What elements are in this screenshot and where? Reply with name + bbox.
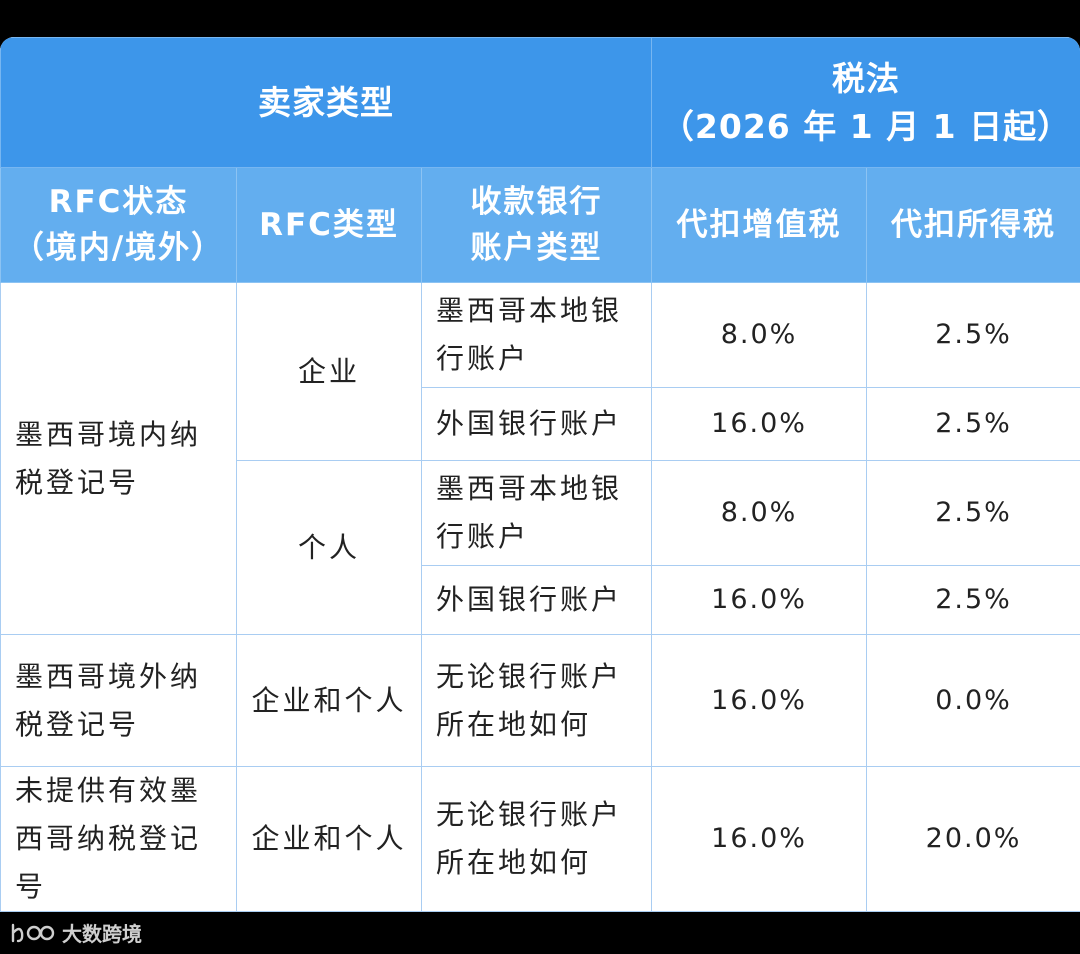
col-rfc-status: RFC状态 （境内/境外）	[0, 167, 237, 283]
tax-law-date: （2026 年 1 月 1 日起）	[660, 106, 1072, 146]
tax-law-title: 税法	[832, 58, 901, 98]
col-bank-account-type: 收款银行 账户类型	[420, 167, 653, 283]
watermark: 大数跨境	[10, 918, 142, 947]
bank-type-cell: 墨西哥本地银行账户	[420, 460, 653, 566]
rfc-status-cell: 未提供有效墨西哥纳税登记号	[0, 766, 237, 912]
col-income-tax: 代扣所得税	[866, 167, 1080, 283]
tax-table: 卖家类型 税法 （2026 年 1 月 1 日起） RFC状态 （境内/境外） …	[0, 37, 1080, 912]
table-row: 墨西哥境外纳税登记号 企业和个人 无论银行账户所在地如何 16.0% 0.0%	[0, 634, 1080, 767]
col-bank-account-type-label: 收款银行 账户类型	[470, 184, 603, 266]
vat-cell: 8.0%	[651, 282, 868, 388]
table-row: 墨西哥境内纳税登记号 企业 墨西哥本地银行账户 8.0% 2.5%	[0, 282, 1080, 635]
header-row-columns: RFC状态 （境内/境外） RFC类型 收款银行 账户类型 代扣增值税 代扣所得…	[0, 167, 1080, 283]
vat-cell: 8.0%	[651, 460, 868, 566]
table-row: 未提供有效墨西哥纳税登记号 企业和个人 无论银行账户所在地如何 16.0% 20…	[0, 766, 1080, 912]
watermark-text: 大数跨境	[62, 922, 142, 946]
col-rfc-status-label: RFC状态 （境内/境外）	[12, 184, 225, 266]
rfc-type-cell: 个人	[236, 460, 422, 635]
vat-cell: 16.0%	[651, 387, 868, 461]
tax-table-card: 卖家类型 税法 （2026 年 1 月 1 日起） RFC状态 （境内/境外） …	[0, 37, 1080, 912]
income-tax-cell: 20.0%	[866, 766, 1080, 912]
bank-type-cell: 外国银行账户	[420, 387, 653, 461]
rfc-status-cell: 墨西哥境内纳税登记号	[0, 282, 237, 635]
bank-type-cell: 无论银行账户所在地如何	[420, 634, 653, 767]
seller-type-header: 卖家类型	[0, 37, 653, 168]
income-tax-cell: 2.5%	[866, 387, 1080, 461]
100-logo-icon	[11, 923, 55, 942]
income-tax-cell: 2.5%	[866, 565, 1080, 635]
col-rfc-type: RFC类型	[236, 167, 422, 283]
rfc-type-cell: 企业和个人	[236, 766, 422, 912]
income-tax-cell: 0.0%	[866, 634, 1080, 767]
vat-cell: 16.0%	[651, 766, 868, 912]
rfc-status-cell: 墨西哥境外纳税登记号	[0, 634, 237, 767]
table-row: 外国银行账户 16.0% 2.5%	[1, 565, 1080, 635]
rfc-type-cell: 企业和个人	[236, 634, 422, 767]
vat-cell: 16.0%	[651, 565, 868, 635]
header-row-top: 卖家类型 税法 （2026 年 1 月 1 日起）	[0, 37, 1080, 168]
tax-law-header: 税法 （2026 年 1 月 1 日起）	[651, 37, 1080, 168]
income-tax-cell: 2.5%	[866, 282, 1080, 388]
bank-type-cell: 墨西哥本地银行账户	[420, 282, 653, 388]
rfc-type-cell: 企业	[236, 282, 422, 461]
col-vat: 代扣增值税	[651, 167, 868, 283]
table-row: 外国银行账户 16.0% 2.5%	[1, 387, 1080, 461]
bank-type-cell: 无论银行账户所在地如何	[420, 766, 653, 912]
income-tax-cell: 2.5%	[866, 460, 1080, 566]
bank-type-cell: 外国银行账户	[420, 565, 653, 635]
vat-cell: 16.0%	[651, 634, 868, 767]
